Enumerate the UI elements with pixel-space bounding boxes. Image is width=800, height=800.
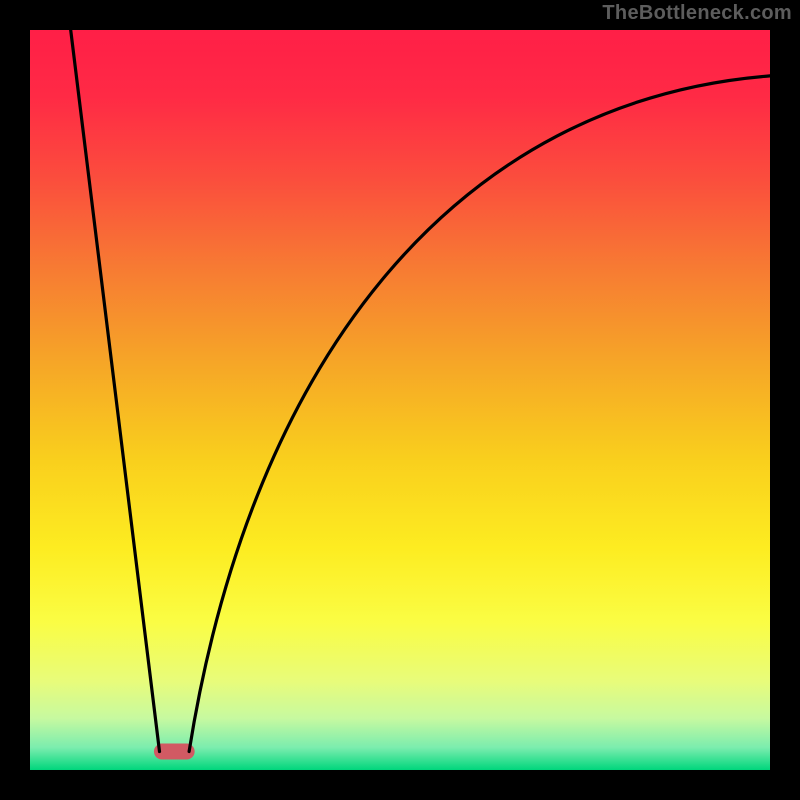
heat-gradient-background	[30, 30, 770, 770]
watermark-text: TheBottleneck.com	[602, 2, 792, 25]
chart-stage: TheBottleneck.com	[0, 0, 800, 800]
bottleneck-chart-svg	[0, 0, 800, 800]
